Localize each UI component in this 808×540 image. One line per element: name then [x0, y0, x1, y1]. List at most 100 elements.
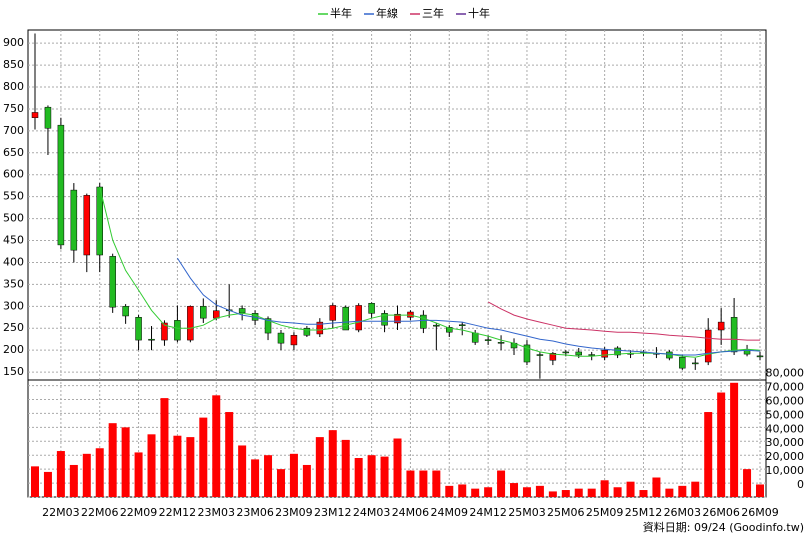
volume-bar [95, 448, 104, 497]
volume-bar [43, 471, 52, 497]
volume-bar [121, 427, 130, 497]
candle-body [148, 338, 155, 341]
y-tick-label: 300 [3, 299, 24, 312]
y-tick-label: 500 [3, 212, 24, 225]
legend-label: 半年 [330, 6, 352, 20]
volume-bar [108, 423, 117, 497]
candle-body [471, 332, 479, 343]
candle-body [433, 324, 440, 327]
y-tick-label: 900 [3, 36, 24, 49]
volume-bar [367, 455, 376, 497]
volume-bar [199, 417, 208, 497]
candle-body [174, 320, 181, 341]
volume-bar [522, 487, 531, 497]
x-tick-label: 22M12 [159, 506, 197, 519]
volume-bar [341, 439, 350, 497]
y-tick-label: 800 [3, 80, 24, 93]
footer: 資料日期: 09/24 (Goodinfo.tw) [643, 520, 804, 534]
volume-bar [225, 412, 234, 497]
candle-body [135, 317, 142, 341]
y-tick-label: 200 [3, 343, 24, 356]
volume-bar [380, 456, 389, 497]
volume-bar [419, 470, 428, 497]
candle-body [666, 351, 673, 359]
x-tick-label: 23M03 [198, 506, 236, 519]
candle-body [290, 335, 298, 346]
candle-body [756, 355, 764, 358]
candle-body [549, 352, 557, 361]
candle-body [200, 306, 207, 319]
candle-body [497, 342, 505, 344]
candle-body [730, 317, 738, 353]
candle-body [446, 327, 453, 333]
candle-body [614, 347, 621, 356]
candle-body [264, 318, 272, 334]
volume-bar [134, 452, 143, 497]
volume-bar [82, 453, 91, 497]
candle-body [381, 313, 388, 326]
volume-bar [160, 398, 169, 497]
candle-body [394, 313, 401, 324]
volume-bar [406, 470, 415, 497]
candle-body [368, 302, 375, 314]
volume-bar [535, 485, 544, 497]
ma-line [487, 301, 760, 341]
x-tick-label: 26M06 [702, 506, 740, 519]
y2-tick-label: 0 [797, 478, 804, 491]
y-tick-label: 250 [3, 321, 24, 334]
volume-bar [613, 487, 622, 497]
x-tick-label: 23M12 [314, 506, 352, 519]
volume-bar [289, 453, 298, 497]
volume-bar [471, 488, 480, 497]
candle-body [122, 306, 129, 317]
volume-bar [756, 484, 764, 497]
candle-body [355, 305, 362, 331]
candle-body [484, 339, 492, 341]
volume-bar [678, 485, 687, 497]
legend-label: 年線 [376, 6, 398, 20]
y2-tick-label: 60,000 [766, 394, 805, 407]
candle-body [303, 327, 311, 336]
candle-body [44, 106, 52, 129]
x-tick-label: 24M06 [392, 506, 430, 519]
volume-bar [315, 437, 324, 497]
x-tick-label: 26M09 [741, 506, 779, 519]
y-tick-label: 400 [3, 255, 24, 268]
candle-body [692, 362, 699, 365]
candle-body [57, 124, 65, 246]
candle-body [523, 344, 531, 363]
x-tick-label: 24M09 [431, 506, 469, 519]
y-tick-label: 700 [3, 124, 24, 137]
y-tick-label: 150 [3, 365, 24, 378]
y2-tick-label: 30,000 [766, 436, 805, 449]
x-tick-label: 24M03 [353, 506, 391, 519]
y-tick-label: 550 [3, 190, 24, 203]
x-tick-label: 24M12 [469, 506, 507, 519]
x-tick-label: 25M09 [586, 506, 624, 519]
volume-bar [691, 481, 700, 497]
legend-label: 十年 [468, 6, 490, 20]
volume-bar [600, 480, 609, 497]
ma-line [176, 257, 761, 356]
candle-body [575, 351, 582, 356]
volume-bar [626, 481, 635, 497]
y-tick-label: 600 [3, 168, 24, 181]
candle-body [109, 256, 116, 308]
volume-bar [147, 434, 156, 497]
y2-tick-label: 20,000 [766, 450, 805, 463]
x-tick-label: 22M03 [42, 506, 80, 519]
x-tick-label: 23M06 [236, 506, 274, 519]
candle-body [601, 349, 608, 358]
volume-bar [497, 470, 506, 497]
volume-bar [31, 466, 39, 497]
volume-bar [548, 491, 557, 497]
candle-body [161, 322, 168, 341]
candle-body [679, 356, 686, 369]
volume-bar [484, 487, 493, 497]
volume-bar [393, 438, 402, 497]
volume-bar [264, 455, 273, 497]
volume-bar [276, 469, 285, 497]
y-tick-label: 650 [3, 146, 24, 159]
volume-bar [354, 458, 363, 497]
